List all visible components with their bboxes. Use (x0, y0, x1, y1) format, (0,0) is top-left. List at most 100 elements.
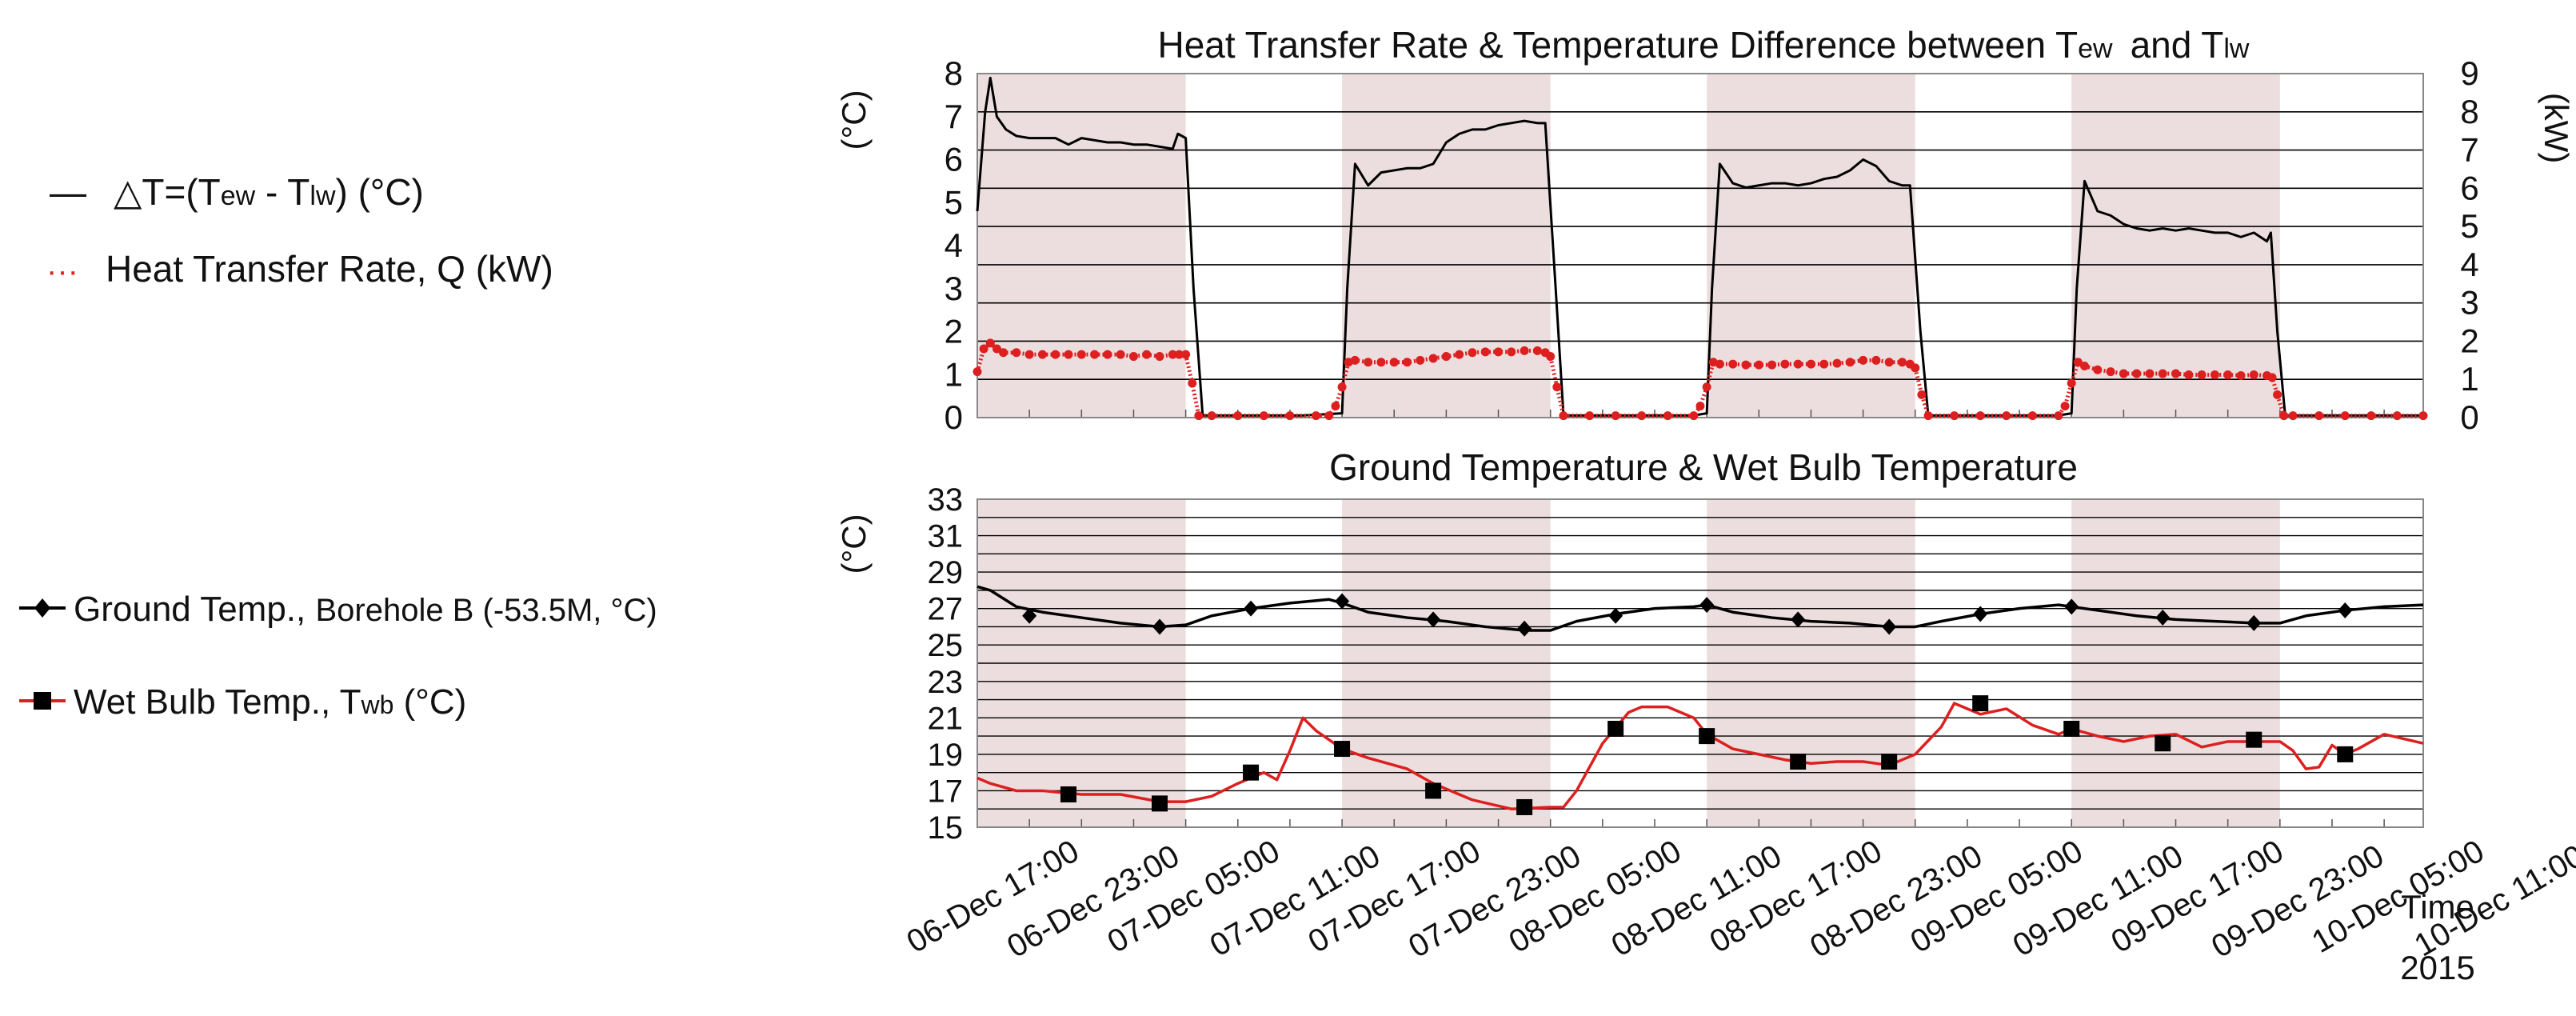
heat-transfer-point (1181, 350, 1191, 359)
heat-transfer-point (1331, 402, 1340, 411)
heat-transfer-point (1389, 358, 1399, 367)
wet-bulb-marker (1881, 754, 1898, 770)
heat-transfer-point (1103, 350, 1112, 359)
bottom-tick-label: 25 (928, 628, 964, 663)
heat-transfer-point (1780, 359, 1790, 369)
heat-transfer-point (1337, 382, 1347, 392)
heat-transfer-point (1174, 350, 1184, 359)
x-axis-label: Time (2401, 888, 2474, 926)
bottom-series (976, 585, 2424, 815)
heat-transfer-point (1552, 382, 1562, 392)
heat-transfer-point (2197, 370, 2207, 379)
heat-transfer-point (2171, 369, 2181, 378)
heat-transfer-point (1520, 346, 1529, 355)
heat-transfer-point (979, 344, 988, 354)
heat-transfer-point (2054, 411, 2063, 421)
heat-transfer-point (1611, 411, 1620, 421)
wet-bulb-series-line (976, 702, 2424, 810)
heat-transfer-point (1064, 350, 1073, 359)
heat-transfer-point (2236, 370, 2246, 380)
heat-transfer-point (1741, 360, 1751, 370)
legend-wetbulb-label: Wet Bulb Temp., Twb (°C) (74, 682, 466, 722)
top-right-tick-label: 1 (2460, 360, 2478, 398)
legend-ground-marker (34, 598, 50, 618)
bottom-tick-label: 23 (928, 665, 964, 700)
heat-transfer-point (1076, 350, 1086, 359)
wet-bulb-marker (2246, 731, 2262, 748)
heat-transfer-point (1950, 411, 1959, 421)
ground-temp-marker (1699, 597, 1715, 614)
top-right-axis-label: (kW) (2538, 93, 2575, 164)
heat-transfer-point (1585, 411, 1595, 421)
legend-top: — △T=(Tew - Tlw) (°C) ··· Heat Transfer … (46, 171, 553, 290)
top-shaded-periods (977, 74, 2280, 418)
ground-temp-marker (1335, 593, 1350, 610)
top-left-tick-label: 1 (945, 355, 963, 393)
heat-transfer-point (2027, 411, 2037, 421)
heat-transfer-point (1480, 347, 1490, 357)
ground-temp-marker (1608, 607, 1623, 624)
wet-bulb-marker (1152, 795, 1168, 812)
wet-bulb-marker (2063, 721, 2080, 737)
ground-temp-marker (2338, 602, 2353, 618)
heat-transfer-point (1233, 411, 1243, 421)
heat-transfer-point (1168, 350, 1177, 359)
heat-transfer-point (2314, 411, 2324, 421)
heat-transfer-point (1884, 358, 1894, 367)
bottom-tick-label: 19 (928, 738, 964, 773)
heat-transfer-point (1441, 352, 1451, 362)
heat-transfer-point (1142, 350, 1152, 359)
top-left-tick-label: 2 (945, 313, 963, 350)
ground-temp-marker (1882, 618, 1897, 635)
heat-transfer-point (1793, 359, 1803, 369)
ground-temp-marker (2155, 610, 2171, 626)
wet-bulb-marker (1516, 798, 1533, 815)
bottom-tick-label: 21 (928, 701, 964, 736)
heat-transfer-point (1285, 411, 1295, 421)
legend-ground: Ground Temp., Borehole B (-53.5M, °C) (19, 590, 657, 629)
top-chart-title: Heat Transfer Rate & Temperature Differe… (1158, 24, 2250, 66)
ground-temp-marker (1791, 611, 1806, 628)
heat-transfer-point (2366, 411, 2376, 421)
ground-temp-marker (1426, 611, 1441, 628)
heat-transfer-point (2106, 367, 2115, 377)
wet-bulb-marker (1972, 695, 1989, 712)
heat-transfer-point (1494, 347, 1504, 357)
heat-transfer-point (972, 367, 982, 377)
heat-transfer-point (2249, 370, 2258, 379)
heat-transfer-point (1037, 350, 1047, 359)
heat-transfer-point (1689, 411, 1699, 421)
top-right-tick-label: 5 (2460, 207, 2478, 245)
ground-temp-marker (2247, 614, 2262, 631)
bottom-x-ticks (976, 819, 2385, 827)
heat-transfer-point (1532, 346, 1542, 355)
bottom-axis-label: (°C) (835, 514, 873, 574)
heat-transfer-point (2080, 362, 2090, 370)
heat-transfer-point (1090, 350, 1100, 359)
wet-bulb-marker (1060, 786, 1077, 802)
heat-transfer-point (2267, 373, 2277, 382)
bottom-chart: Ground Temperature & Wet Bulb Temperatur… (835, 446, 2576, 986)
heat-transfer-point (1897, 358, 1907, 367)
top-right-tick-label: 8 (2460, 93, 2478, 130)
heat-transfer-point (1871, 355, 1881, 365)
bottom-tick-label: 17 (928, 774, 964, 809)
heat-transfer-point (1702, 382, 1711, 392)
wet-bulb-marker (1425, 782, 1442, 799)
heat-transfer-point (1416, 355, 1425, 365)
heat-transfer-point (1376, 358, 1386, 367)
heat-transfer-point (1324, 411, 1334, 421)
top-chart: Heat Transfer Rate & Temperature Differe… (835, 24, 2575, 436)
heat-transfer-point (2273, 390, 2282, 399)
heat-transfer-point (1559, 411, 1568, 421)
heat-transfer-point (1637, 411, 1647, 421)
top-plot-frame (976, 73, 2424, 418)
top-left-tick-label: 0 (945, 398, 963, 436)
top-right-tick-label: 9 (2460, 54, 2478, 92)
legend-line-glyph: — (50, 171, 86, 213)
heat-transfer-point (2119, 369, 2128, 378)
heat-transfer-point (2002, 411, 2011, 421)
wet-bulb-marker (1790, 754, 1807, 770)
